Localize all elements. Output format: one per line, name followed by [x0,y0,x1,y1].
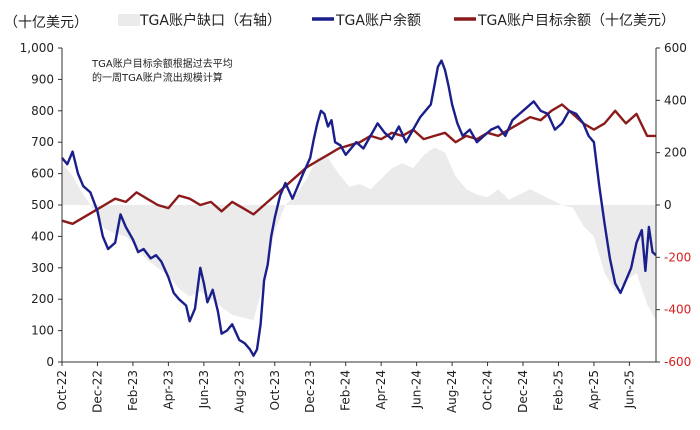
x-tick-label: Oct-22 [55,370,69,410]
right-tick-label: -200 [664,250,691,264]
legend-label-gap: TGA账户缺口（右轴） [139,12,281,29]
gap-area [62,147,656,321]
right-y-ticks: -600 -400 -200 0 200 400 600 [656,41,691,369]
plot-area [61,59,657,357]
x-tick-label: Oct-24 [481,370,495,410]
annotation-line-1: TGA账户目标余额根据过去平均 [91,57,233,70]
x-tick-label: Jun-24 [410,370,424,409]
left-tick-label: 300 [31,261,54,275]
legend-label-target: TGA账户目标余额（十亿美元） [477,12,675,29]
x-tick-label: Apr-25 [587,370,601,410]
x-tick-label: Apr-24 [374,370,388,410]
x-tick-label: Feb-25 [551,370,565,411]
legend: TGA账户缺口（右轴） TGA账户余额 TGA账户目标余额（十亿美元） [118,12,675,29]
right-tick-label: 400 [664,93,687,107]
left-tick-label: 1,000 [20,41,54,55]
left-tick-label: 600 [31,167,54,181]
x-tick-label: Dec-24 [516,370,530,413]
left-tick-label: 800 [31,104,54,118]
x-tick-label: Feb-23 [126,370,140,411]
left-tick-label: 700 [31,135,54,149]
left-tick-label: 0 [46,355,54,369]
right-tick-label: 600 [664,41,687,55]
x-tick-label: Oct-23 [268,370,282,410]
legend-label-balance: TGA账户余额 [335,12,421,29]
balance-line [61,59,657,357]
right-tick-label: 0 [664,198,672,212]
x-tick-label: Jun-23 [197,370,211,409]
legend-swatch-gap [118,14,140,26]
x-tick-label: Dec-22 [90,370,104,413]
annotation-line-2: 的一周TGA账户流出规模计算 [92,71,223,84]
left-tick-label: 100 [31,324,54,338]
left-tick-label: 500 [31,198,54,212]
x-ticks: Oct-22 Dec-22 Feb-23 Apr-23 Jun-23 Aug-23 Oct-… [55,362,636,413]
x-tick-label: Apr-23 [161,370,175,410]
left-y-ticks: 0 100 200 300 400 500 600 700 800 900 1,000 [20,41,62,369]
right-tick-label: -400 [664,303,691,317]
x-tick-label: Jun-25 [622,370,636,409]
x-tick-label: Aug-24 [445,370,459,413]
left-tick-label: 200 [31,292,54,306]
x-tick-label: Aug-23 [232,370,246,413]
left-axis-label: （十亿美元） [4,15,88,31]
x-tick-label: Feb-24 [339,370,353,411]
x-tick-label: Dec-23 [303,370,317,413]
left-tick-label: 900 [31,72,54,86]
target-balance-line [61,103,656,226]
right-tick-label: -600 [664,355,691,369]
right-tick-label: 200 [664,146,687,160]
left-tick-label: 400 [31,229,54,243]
